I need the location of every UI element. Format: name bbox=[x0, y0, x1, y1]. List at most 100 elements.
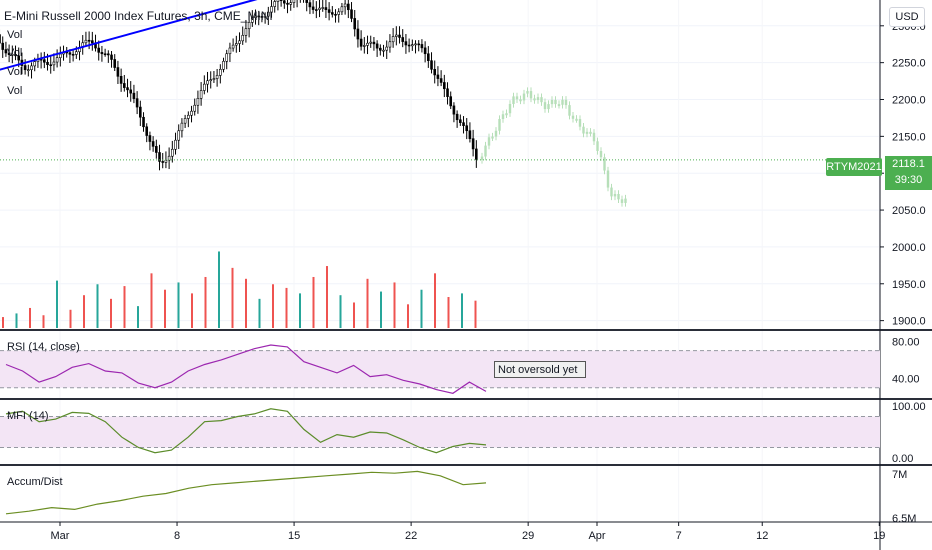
candle-body bbox=[401, 37, 405, 42]
currency-badge[interactable]: USD bbox=[889, 7, 925, 27]
price-axis[interactable]: 2300.02250.02200.02150.02100.02050.02000… bbox=[880, 21, 926, 525]
forecast-body bbox=[547, 104, 550, 110]
candle-body bbox=[187, 114, 190, 119]
candle-body bbox=[4, 49, 8, 54]
y-tick-label: 0.00 bbox=[892, 453, 913, 465]
forecast-body bbox=[599, 150, 603, 158]
candle-body bbox=[103, 53, 107, 56]
candle-body bbox=[283, 0, 286, 4]
candle-body bbox=[353, 18, 357, 30]
candle-body bbox=[180, 122, 184, 132]
candle-body bbox=[46, 61, 49, 66]
x-tick-label: 7 bbox=[676, 530, 682, 542]
volume-bar bbox=[218, 251, 220, 328]
candle-body bbox=[465, 125, 469, 132]
candle-body bbox=[263, 15, 267, 18]
candle-body bbox=[139, 106, 142, 118]
symbol-price-tag: RTYM2021 bbox=[826, 158, 882, 176]
volume-bar bbox=[110, 298, 112, 328]
candle-body bbox=[292, 0, 296, 3]
mfi-pane-title[interactable]: MFI (14) bbox=[7, 410, 49, 422]
candle-body bbox=[52, 61, 56, 66]
candle-body bbox=[459, 119, 462, 123]
candle-body bbox=[196, 98, 200, 106]
rsi-pane-title[interactable]: RSI (14, close) bbox=[7, 341, 80, 353]
candle-body bbox=[177, 130, 181, 141]
countdown-timer: 39:30 bbox=[894, 174, 923, 186]
candle-body bbox=[17, 55, 21, 61]
candle-body bbox=[311, 6, 315, 10]
candle-body bbox=[340, 6, 344, 13]
candle-body bbox=[174, 139, 177, 150]
y-tick-label: 80.00 bbox=[892, 336, 920, 348]
candle-body bbox=[206, 80, 209, 85]
forecast-body bbox=[620, 199, 624, 203]
forecast-body bbox=[536, 97, 540, 101]
forecast-body bbox=[487, 137, 491, 146]
forecast-body bbox=[568, 105, 571, 116]
y-tick-label: 40.00 bbox=[892, 373, 920, 385]
candle-body bbox=[123, 83, 126, 88]
vol-label: Vol bbox=[7, 66, 23, 78]
candle-body bbox=[87, 39, 91, 42]
candle-body bbox=[91, 40, 94, 44]
time-axis[interactable]: Mar 8 15 22 29 Apr 7 12 19 bbox=[51, 522, 886, 542]
x-tick-label: 29 bbox=[522, 530, 534, 542]
candle-body bbox=[247, 22, 251, 30]
candle-body bbox=[254, 15, 257, 18]
indicator-band bbox=[0, 350, 880, 388]
candle-body bbox=[228, 47, 232, 55]
last-price-label: 2118.1 39:30 bbox=[885, 156, 932, 190]
candle-body bbox=[395, 34, 398, 37]
candle-body bbox=[27, 69, 30, 71]
symbol-title[interactable]: E-Mini Russell 2000 Index Futures, 3h, C… bbox=[4, 9, 273, 23]
candle-body bbox=[279, 0, 283, 2]
volume-bar bbox=[231, 267, 234, 328]
volume-bar bbox=[447, 297, 450, 328]
forecast-body bbox=[582, 126, 585, 134]
candle-body bbox=[414, 43, 417, 46]
candle-body bbox=[158, 152, 161, 162]
candle-body bbox=[135, 98, 139, 108]
volume-bar bbox=[150, 273, 153, 328]
forecast-body bbox=[585, 131, 589, 134]
vol-label: Vol bbox=[7, 85, 23, 97]
candle-body bbox=[433, 68, 437, 76]
candle-body bbox=[439, 78, 443, 83]
candle-body bbox=[235, 43, 238, 46]
candle-body bbox=[379, 47, 382, 51]
candle-body bbox=[23, 65, 27, 71]
volume-bar bbox=[96, 284, 99, 328]
volume-bar bbox=[272, 284, 274, 328]
volume-bar bbox=[258, 298, 261, 328]
last-price-value: 2118.1 bbox=[892, 158, 925, 170]
candle-body bbox=[257, 15, 261, 18]
candle-body bbox=[420, 44, 424, 49]
candle-body bbox=[286, 2, 289, 5]
candle-body bbox=[1, 42, 5, 50]
candle-body bbox=[321, 7, 325, 9]
ad-pane-title[interactable]: Accum/Dist bbox=[7, 476, 63, 488]
candle-body bbox=[436, 74, 440, 79]
volume-bar bbox=[353, 302, 355, 328]
candle-body bbox=[455, 113, 459, 121]
y-tick-label: 2250.0 bbox=[892, 58, 926, 70]
candle-body bbox=[30, 65, 33, 70]
candle-body bbox=[305, 0, 309, 3]
trendline[interactable] bbox=[0, 0, 294, 71]
volume-bar bbox=[83, 295, 85, 328]
candle-body bbox=[97, 47, 101, 53]
volume-bar bbox=[123, 286, 126, 328]
candle-body bbox=[260, 16, 264, 18]
accum-dist-line bbox=[5, 470, 487, 515]
forecast-body bbox=[533, 98, 536, 101]
candle-body bbox=[363, 45, 366, 47]
forecast-body bbox=[575, 118, 578, 121]
candle-body bbox=[110, 54, 113, 60]
volume-bar bbox=[299, 293, 301, 328]
note-annotation[interactable]: Not oversold yet bbox=[494, 361, 586, 378]
candle-body bbox=[382, 49, 385, 52]
forecast-body bbox=[589, 131, 592, 134]
candle-body bbox=[446, 88, 449, 97]
